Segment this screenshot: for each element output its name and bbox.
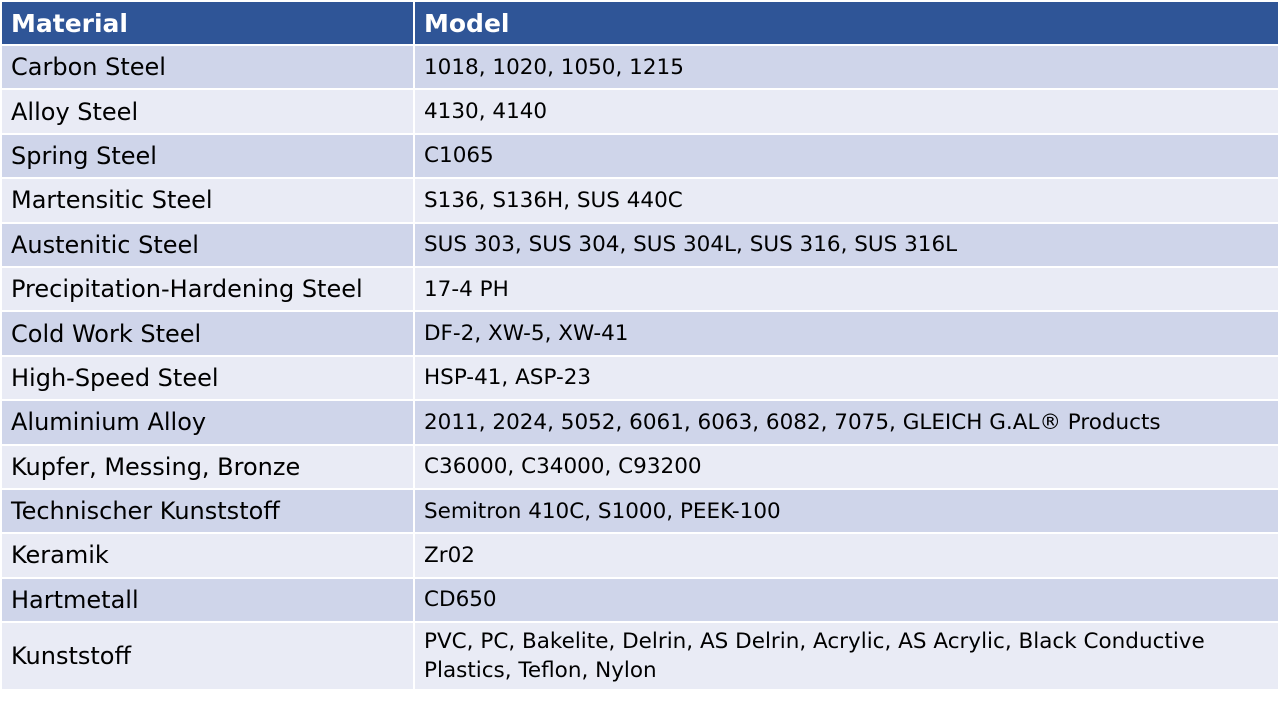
model-cell: C1065 xyxy=(413,132,1280,180)
model-cell: S136, S136H, SUS 440C xyxy=(413,177,1280,224)
table-row: Aluminium Alloy 2011, 2024, 5052, 6061, 6… xyxy=(0,399,1280,446)
model-cell: CD650 xyxy=(413,576,1280,624)
material-cell: Austenitic Steel xyxy=(0,221,415,268)
model-cell: C36000, C34000, C93200 xyxy=(413,443,1280,490)
model-cell: DF-2, XW-5, XW-41 xyxy=(413,310,1280,357)
material-cell: Kunststoff xyxy=(0,621,415,692)
table-row: Keramik Zr02 xyxy=(0,532,1280,579)
table-row: High-Speed Steel HSP-41, ASP-23 xyxy=(0,354,1280,402)
model-cell: Semitron 410C, S1000, PEEK-100 xyxy=(413,487,1280,535)
table-row: Spring Steel C1065 xyxy=(0,132,1280,180)
table-row: Martensitic Steel S136, S136H, SUS 440C xyxy=(0,177,1280,224)
table-row: Kupfer, Messing, Bronze C36000, C34000, C… xyxy=(0,443,1280,490)
table-row: Hartmetall CD650 xyxy=(0,576,1280,624)
material-cell: Technischer Kunststoff xyxy=(0,487,415,535)
table-row: Alloy Steel 4130, 4140 xyxy=(0,88,1280,135)
model-cell: 1018, 1020, 1050, 1215 xyxy=(413,43,1280,91)
material-cell: Alloy Steel xyxy=(0,88,415,135)
table-row: Kunststoff PVC, PC, Bakelite, Delrin, AS … xyxy=(0,621,1280,692)
model-cell: PVC, PC, Bakelite, Delrin, AS Delrin, Ac… xyxy=(413,621,1280,692)
header-material: Material xyxy=(0,0,415,46)
model-cell: SUS 303, SUS 304, SUS 304L, SUS 316, SUS… xyxy=(413,221,1280,268)
model-cell: 17-4 PH xyxy=(413,265,1280,313)
material-cell: Martensitic Steel xyxy=(0,177,415,224)
model-cell: 4130, 4140 xyxy=(413,88,1280,135)
header-model: Model xyxy=(413,0,1280,46)
model-cell: 2011, 2024, 5052, 6061, 6063, 6082, 7075… xyxy=(413,399,1280,446)
material-cell: Spring Steel xyxy=(0,132,415,180)
material-cell: High-Speed Steel xyxy=(0,354,415,402)
model-cell: HSP-41, ASP-23 xyxy=(413,354,1280,402)
material-cell: Cold Work Steel xyxy=(0,310,415,357)
material-cell: Carbon Steel xyxy=(0,43,415,91)
table-row: Carbon Steel 1018, 1020, 1050, 1215 xyxy=(0,43,1280,91)
table-row: Technischer Kunststoff Semitron 410C, S10… xyxy=(0,487,1280,535)
model-cell: Zr02 xyxy=(413,532,1280,579)
material-cell: Precipitation-Hardening Steel xyxy=(0,265,415,313)
header-row: Material Model xyxy=(0,0,1280,46)
table-row: Cold Work Steel DF-2, XW-5, XW-41 xyxy=(0,310,1280,357)
material-cell: Hartmetall xyxy=(0,576,415,624)
material-cell: Aluminium Alloy xyxy=(0,399,415,446)
table-row: Precipitation-Hardening Steel 17-4 PH xyxy=(0,265,1280,313)
material-cell: Kupfer, Messing, Bronze xyxy=(0,443,415,490)
materials-table: Material Model Carbon Steel 1018, 1020, 1… xyxy=(0,0,1280,692)
material-cell: Keramik xyxy=(0,532,415,579)
table-row: Austenitic Steel SUS 303, SUS 304, SUS 30… xyxy=(0,221,1280,268)
